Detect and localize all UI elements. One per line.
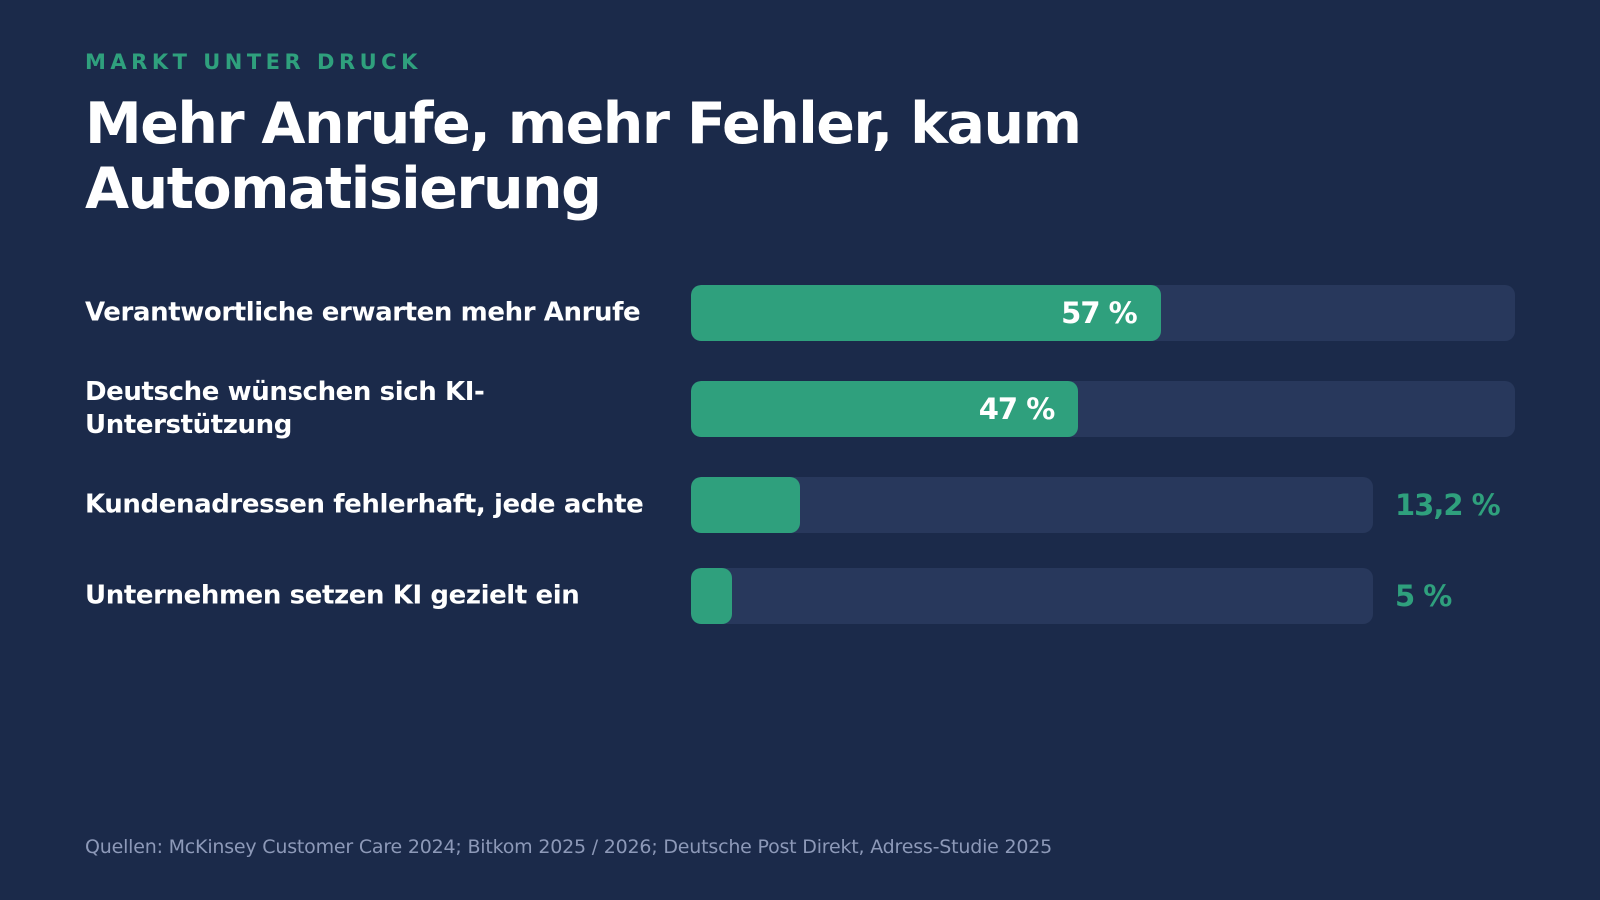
bar-track: 47 % (691, 381, 1515, 437)
data-label: 13,2 % (1395, 488, 1501, 522)
category-label: Verantwortliche erwarten mehr Anrufe (85, 297, 641, 328)
bar-track (691, 568, 1373, 624)
category-label: Kundenadressen fehlerhaft, jede achte (85, 489, 644, 520)
bar (691, 568, 733, 624)
category-label: Deutsche wünschen sich KI-Unterstützung (85, 377, 485, 440)
data-label: 47 % (978, 392, 1056, 426)
eyebrow: MARKT UNTER DRUCK (85, 50, 422, 74)
bar: 47 % (691, 381, 1079, 437)
bar-track (691, 477, 1373, 533)
bar: 57 % (691, 285, 1161, 341)
page-title: Mehr Anrufe, mehr Fehler, kaum Automatis… (85, 91, 1082, 222)
bar-track: 57 % (691, 285, 1515, 341)
data-label: 57 % (1061, 296, 1138, 330)
source-note: Quellen: McKinsey Customer Care 2024; Bi… (85, 836, 1053, 858)
data-label: 5 % (1395, 579, 1452, 613)
bar (691, 477, 800, 533)
category-label: Unternehmen setzen KI gezielt ein (85, 580, 580, 611)
